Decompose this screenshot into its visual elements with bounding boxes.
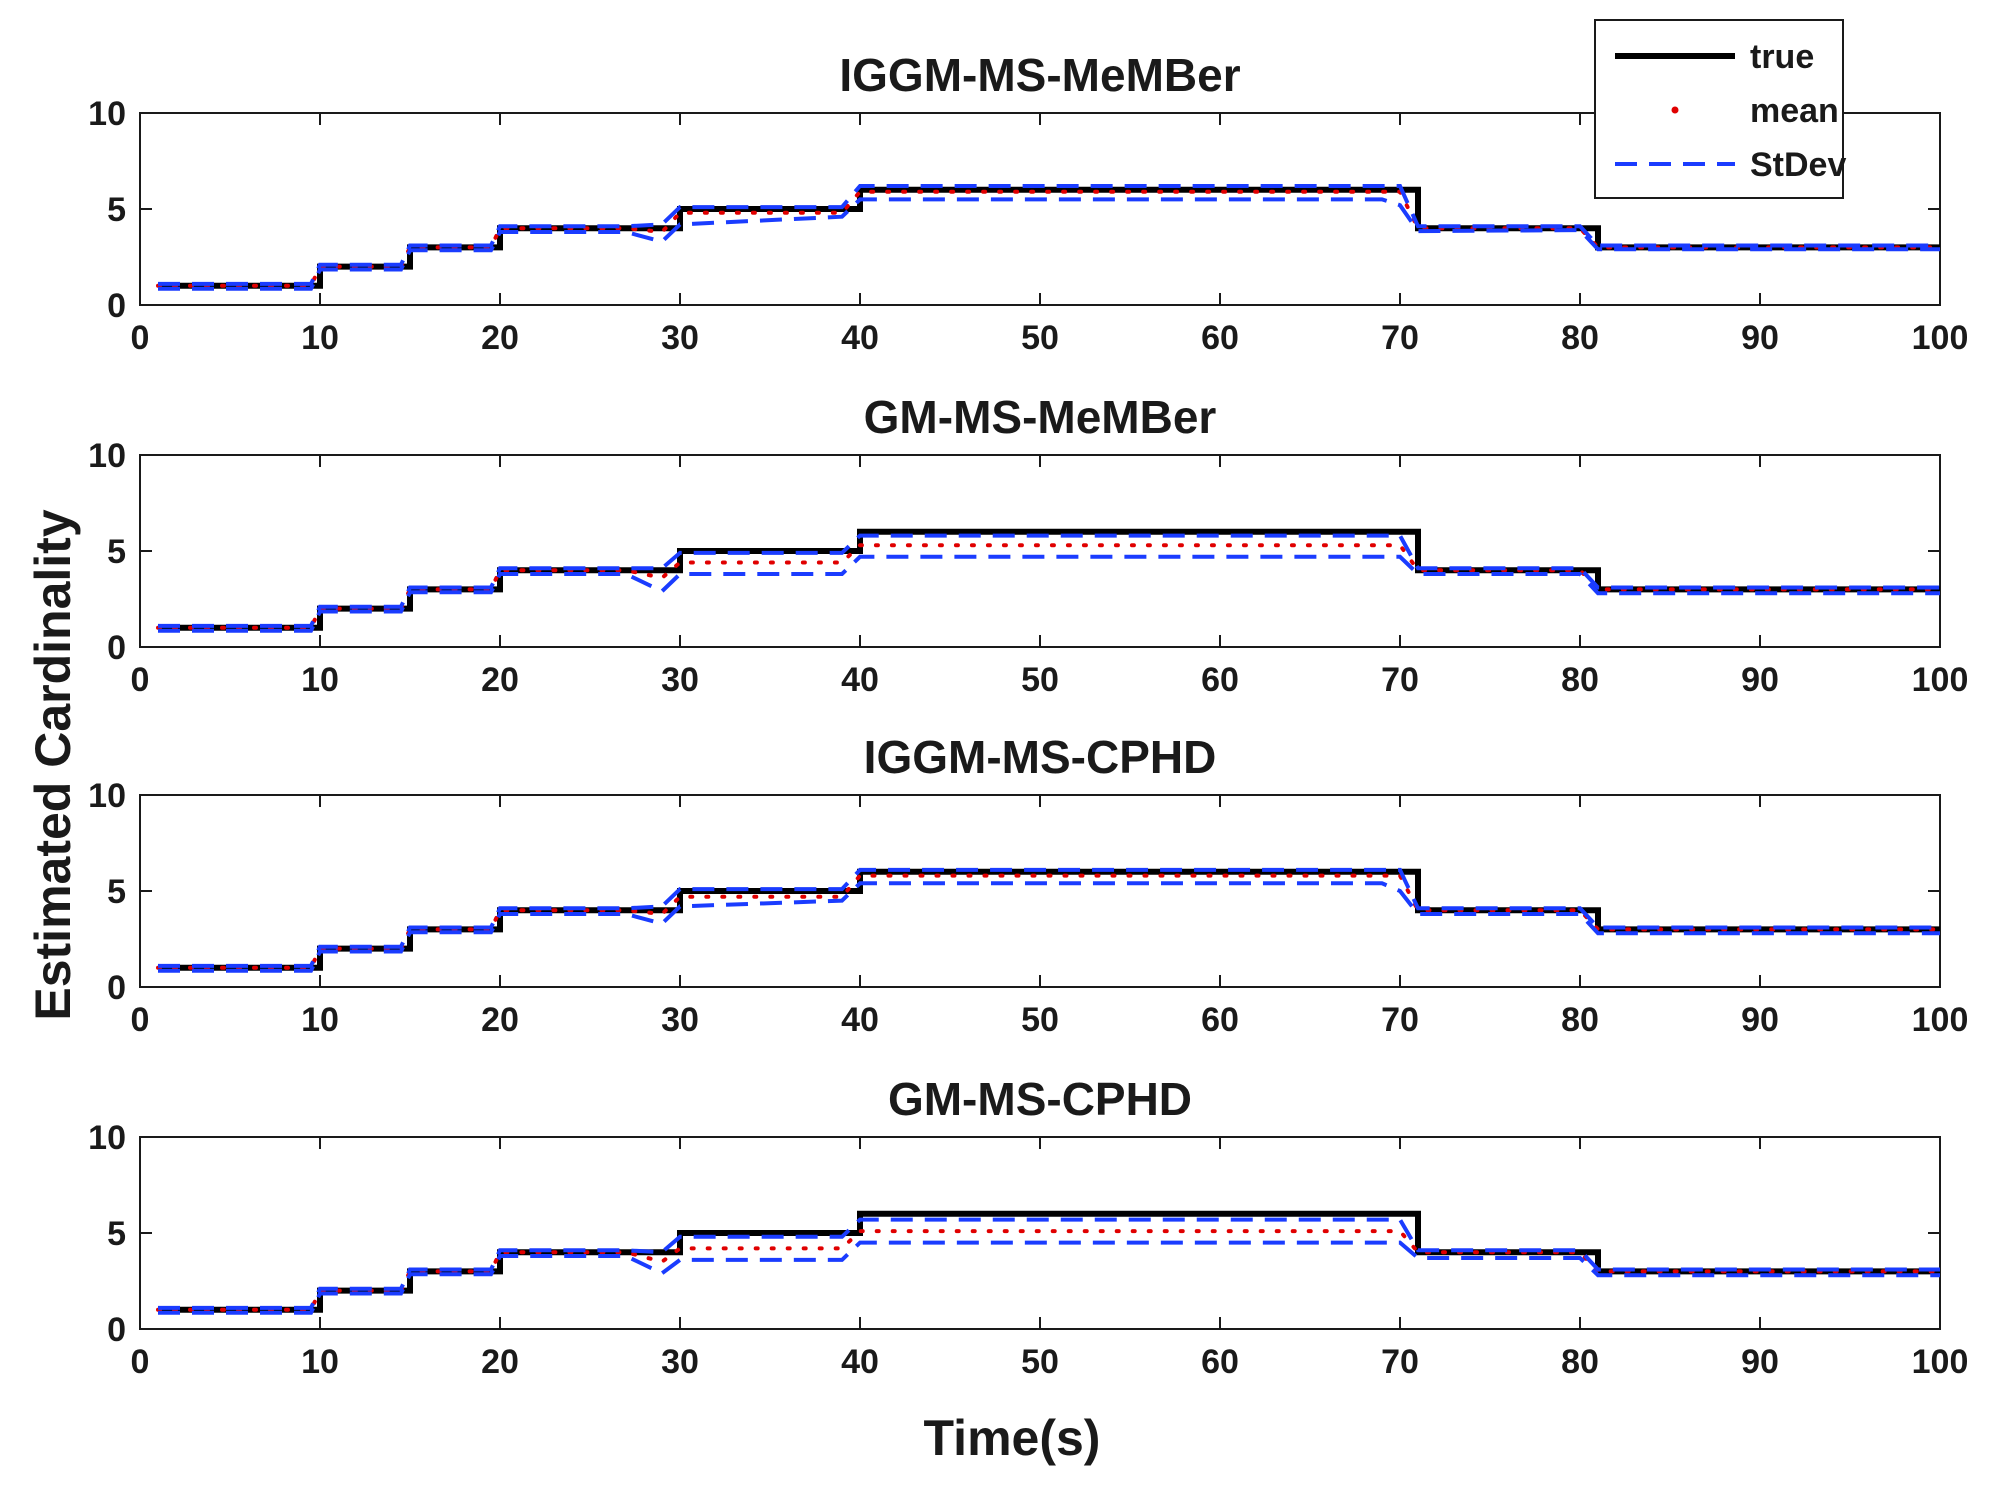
legend-box — [1594, 19, 1844, 199]
y-tick-label: 10 — [88, 95, 126, 133]
series-stdev-upper-line — [158, 1217, 1940, 1310]
series-stdev-lower-line — [158, 881, 1940, 973]
legend-mean-swatch — [1671, 106, 1679, 114]
x-tick-label: 70 — [1381, 1001, 1419, 1039]
legend-stdev-label: StDev — [1750, 146, 1846, 184]
x-tick-label: 70 — [1381, 319, 1419, 357]
x-tick-label: 90 — [1741, 319, 1779, 357]
axes-box — [139, 454, 1941, 648]
panel-2: 0 10 20 30 40 50 60 70 80 90 100 0 5 10 GM-MS-MeMBer — [88, 391, 1968, 699]
y-tick-label: 10 — [88, 777, 126, 815]
legend-true-label: true — [1750, 38, 1814, 76]
series-stdev-lower-line — [158, 554, 1940, 633]
panel-title: IGGM-MS-CPHD — [864, 731, 1217, 783]
x-tick-label: 70 — [1381, 661, 1419, 699]
x-tick-label: 30 — [661, 1343, 699, 1381]
x-tick-label: 10 — [301, 661, 339, 699]
panel-4: 0 10 20 30 40 50 60 70 80 90 100 0 5 10 GM-MS-CPHD — [88, 1073, 1968, 1381]
legend: true mean StDev — [1594, 19, 1846, 199]
x-tick-label: 80 — [1561, 661, 1599, 699]
y-tick-label: 10 — [88, 437, 126, 475]
series-stdev-lower-line — [158, 1240, 1940, 1315]
panel-title: IGGM-MS-MeMBer — [839, 49, 1240, 101]
x-axis-label: Time(s) — [924, 1410, 1101, 1466]
x-tick-label: 50 — [1021, 1343, 1059, 1381]
x-tick-label: 0 — [131, 661, 150, 699]
x-tick-label: 100 — [1912, 1001, 1969, 1039]
x-tick-label: 60 — [1201, 661, 1239, 699]
x-tick-label: 40 — [841, 661, 879, 699]
x-tick-label: 80 — [1561, 1001, 1599, 1039]
x-tick-label: 30 — [661, 1001, 699, 1039]
x-tick-label: 0 — [131, 1001, 150, 1039]
x-tick-label: 20 — [481, 661, 519, 699]
panel-3: 0 10 20 30 40 50 60 70 80 90 100 0 5 10 IGGM-MS-CPHD — [88, 731, 1968, 1039]
x-tick-label: 40 — [841, 319, 879, 357]
x-tick-label: 90 — [1741, 1343, 1779, 1381]
series-mean-line — [156, 189, 1942, 288]
x-tick-label: 10 — [301, 319, 339, 357]
x-tick-label: 70 — [1381, 1343, 1419, 1381]
x-tick-label: 40 — [841, 1001, 879, 1039]
x-tick-label: 100 — [1912, 1343, 1969, 1381]
x-tick-label: 80 — [1561, 319, 1599, 357]
x-tick-label: 100 — [1912, 661, 1969, 699]
x-tick-label: 60 — [1201, 319, 1239, 357]
x-tick-label: 90 — [1741, 1001, 1779, 1039]
axes-box — [139, 1136, 1941, 1330]
x-tick-label: 50 — [1021, 661, 1059, 699]
x-tick-label: 20 — [481, 319, 519, 357]
x-tick-label: 20 — [481, 1343, 519, 1381]
x-tick-label: 60 — [1201, 1343, 1239, 1381]
x-tick-label: 10 — [301, 1343, 339, 1381]
y-tick-label: 0 — [107, 629, 126, 667]
x-tick-label: 30 — [661, 661, 699, 699]
x-tick-label: 50 — [1021, 319, 1059, 357]
y-tick-label: 10 — [88, 1119, 126, 1157]
series-mean-line — [156, 543, 1942, 630]
y-tick-label: 5 — [107, 873, 126, 911]
x-tick-label: 0 — [131, 319, 150, 357]
y-tick-label: 5 — [107, 191, 126, 229]
x-tick-label: 10 — [301, 1001, 339, 1039]
x-tick-label: 90 — [1741, 661, 1779, 699]
x-tick-label: 100 — [1912, 319, 1969, 357]
x-tick-label: 20 — [481, 1001, 519, 1039]
y-tick-label: 5 — [107, 533, 126, 571]
axes-box — [139, 794, 1941, 988]
y-axis-label: Estimated Cardinality — [25, 509, 81, 1020]
x-tick-label: 60 — [1201, 1001, 1239, 1039]
legend-mean-label: mean — [1750, 92, 1839, 130]
panel-title: GM-MS-MeMBer — [864, 391, 1217, 443]
y-tick-label: 0 — [107, 969, 126, 1007]
y-tick-label: 0 — [107, 1311, 126, 1349]
x-tick-label: 40 — [841, 1343, 879, 1381]
series-stdev-lower-line — [158, 197, 1940, 291]
x-tick-label: 0 — [131, 1343, 150, 1381]
y-tick-label: 0 — [107, 287, 126, 325]
x-tick-label: 80 — [1561, 1343, 1599, 1381]
x-tick-label: 50 — [1021, 1001, 1059, 1039]
panel-title: GM-MS-CPHD — [888, 1073, 1192, 1125]
y-tick-label: 5 — [107, 1215, 126, 1253]
x-tick-label: 30 — [661, 319, 699, 357]
